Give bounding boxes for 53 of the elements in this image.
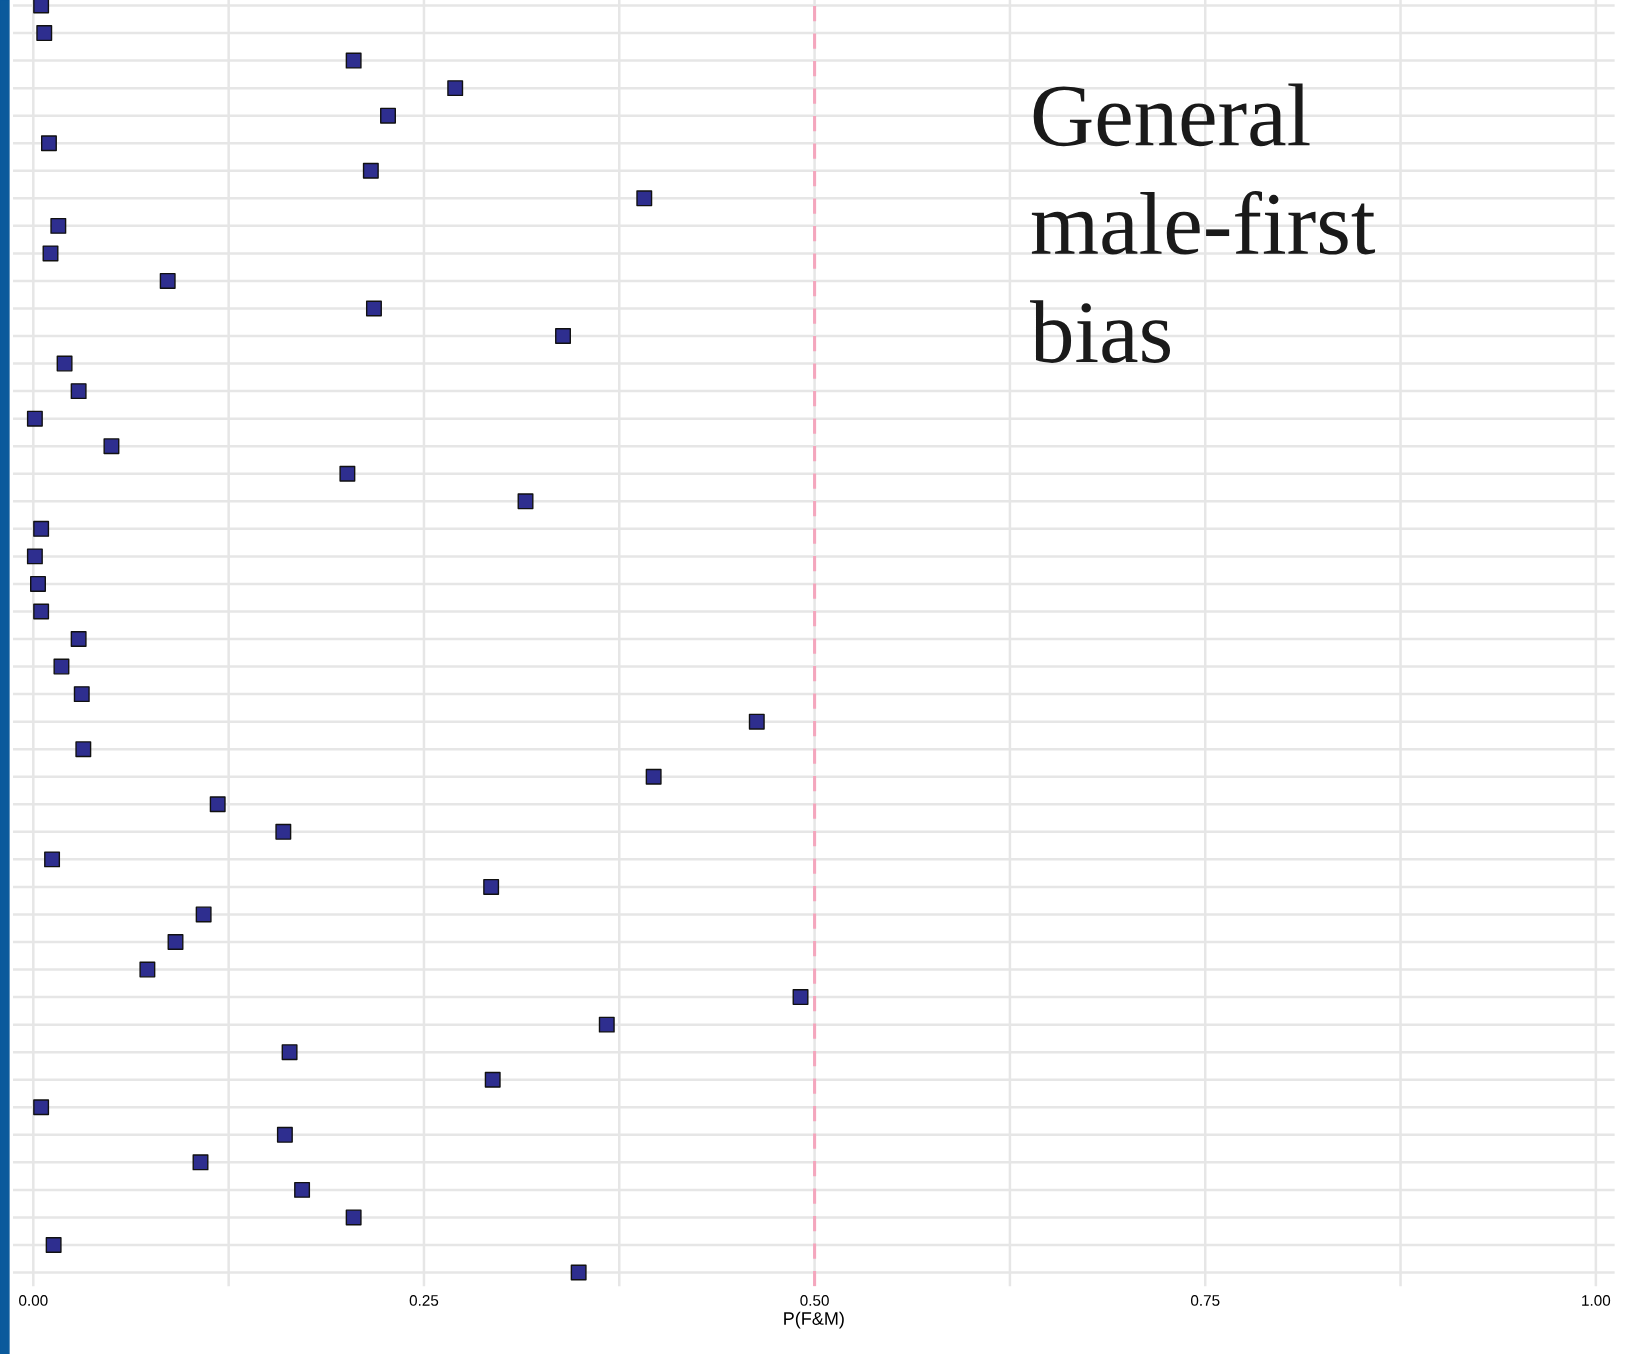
point — [570, 1264, 587, 1281]
point — [30, 575, 46, 592]
point — [75, 741, 92, 758]
point — [40, 135, 57, 152]
point — [484, 1071, 501, 1088]
point — [103, 438, 120, 455]
point — [276, 1126, 293, 1143]
x-tick-label: 0.25 — [409, 1295, 439, 1306]
point — [483, 878, 500, 895]
point — [517, 493, 534, 510]
annotation: General male-first bias — [1030, 83, 1376, 363]
point — [345, 52, 362, 69]
x-tick-label: 0.75 — [1190, 1295, 1220, 1306]
point — [447, 80, 464, 97]
point — [70, 631, 87, 647]
point — [33, 520, 50, 537]
point — [555, 328, 572, 345]
point — [792, 989, 809, 1006]
point — [42, 245, 59, 262]
point — [70, 383, 87, 400]
point — [281, 1044, 298, 1061]
x-tick-label: 0.50 — [800, 1295, 829, 1306]
point — [598, 1016, 615, 1033]
point — [645, 768, 662, 785]
point — [45, 1237, 62, 1253]
point — [44, 851, 61, 868]
point — [167, 934, 184, 950]
point — [365, 300, 382, 317]
point — [195, 906, 212, 923]
point — [345, 1209, 362, 1226]
point — [748, 713, 765, 730]
point — [275, 823, 292, 840]
point — [294, 1181, 311, 1198]
point — [159, 272, 176, 289]
point — [36, 25, 53, 42]
point — [56, 355, 73, 372]
point — [26, 548, 43, 565]
point — [33, 603, 50, 620]
point — [192, 1154, 209, 1171]
point — [380, 107, 396, 124]
x-tick-label: 0.00 — [19, 1295, 48, 1306]
point — [53, 658, 70, 675]
x-axis-title: P(F&M) — [784, 1311, 844, 1329]
point — [50, 217, 67, 234]
point — [339, 465, 356, 482]
point — [362, 162, 379, 179]
point — [73, 686, 90, 703]
point — [33, 1099, 50, 1116]
point — [26, 410, 43, 427]
point — [209, 796, 226, 813]
point — [636, 190, 653, 207]
x-tick-label: 1.00 — [1582, 1295, 1611, 1306]
point — [139, 961, 156, 978]
